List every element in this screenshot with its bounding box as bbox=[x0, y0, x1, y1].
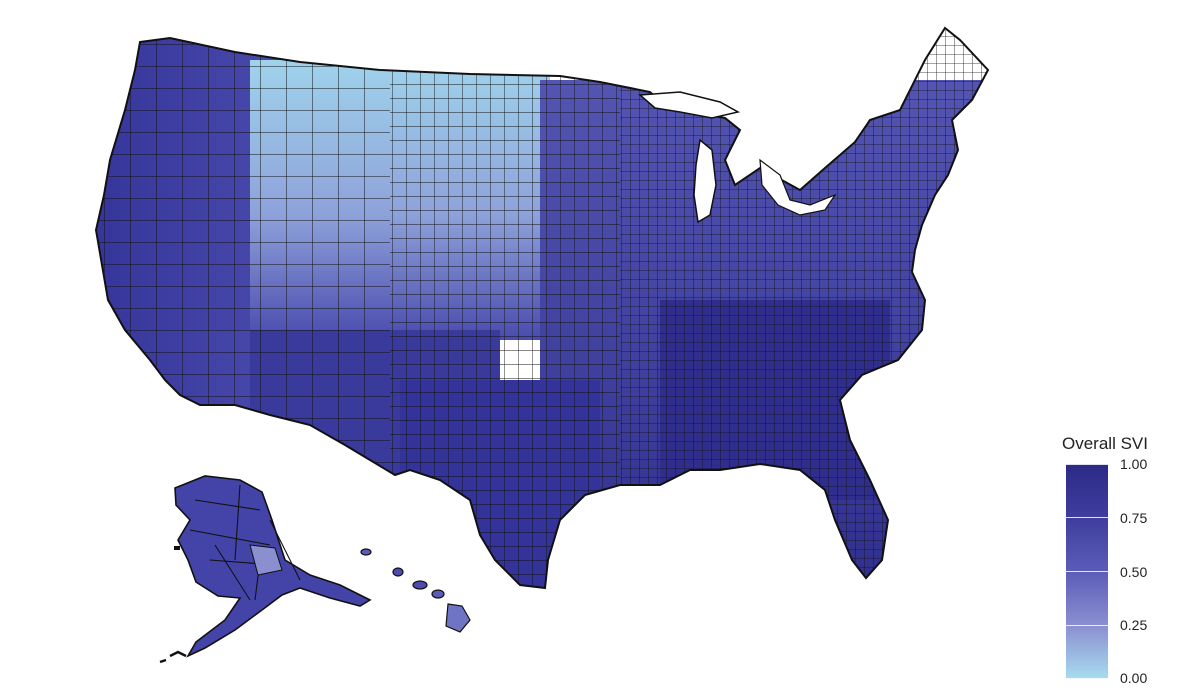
lake-superior bbox=[638, 91, 741, 119]
legend-tick-label: 0.00 bbox=[1120, 670, 1148, 686]
county-lines-fine bbox=[620, 30, 988, 588]
legend-title: Overall SVI bbox=[1062, 434, 1148, 453]
aleutian-islands bbox=[159, 650, 187, 664]
legend: Overall SVI 1.00 0.75 0.50 0.25 0.00 bbox=[1062, 434, 1182, 686]
county-lines-coarse bbox=[96, 30, 390, 500]
legend-tick-label: 0.50 bbox=[1120, 564, 1148, 580]
alaska-low-area bbox=[249, 544, 283, 576]
legend-tick-label: 1.00 bbox=[1120, 456, 1148, 472]
county-lines bbox=[390, 30, 620, 588]
lake-huron-erie bbox=[759, 158, 837, 216]
hawaii-island-kauai bbox=[392, 567, 404, 577]
hawaii bbox=[360, 548, 471, 633]
legend-tick-line bbox=[1066, 464, 1108, 465]
legend-tick-line bbox=[1066, 625, 1108, 626]
hawaii-island-oahu bbox=[360, 548, 372, 556]
legend-tick-line bbox=[1066, 571, 1108, 572]
conus-outline bbox=[94, 26, 990, 590]
legend-tick-label: 0.75 bbox=[1120, 510, 1148, 526]
legend-tick-line bbox=[1066, 678, 1108, 679]
hawaii-island-big bbox=[445, 603, 471, 633]
alaska bbox=[159, 475, 372, 664]
alaska-county-lines bbox=[189, 484, 301, 601]
legend-tick-label: 0.25 bbox=[1120, 617, 1148, 633]
hawaii-island-molokai bbox=[412, 580, 428, 590]
lake-michigan bbox=[693, 138, 717, 224]
hawaii-island-maui bbox=[431, 589, 445, 599]
alaska-island bbox=[174, 546, 180, 550]
legend-tick-line bbox=[1066, 517, 1108, 518]
